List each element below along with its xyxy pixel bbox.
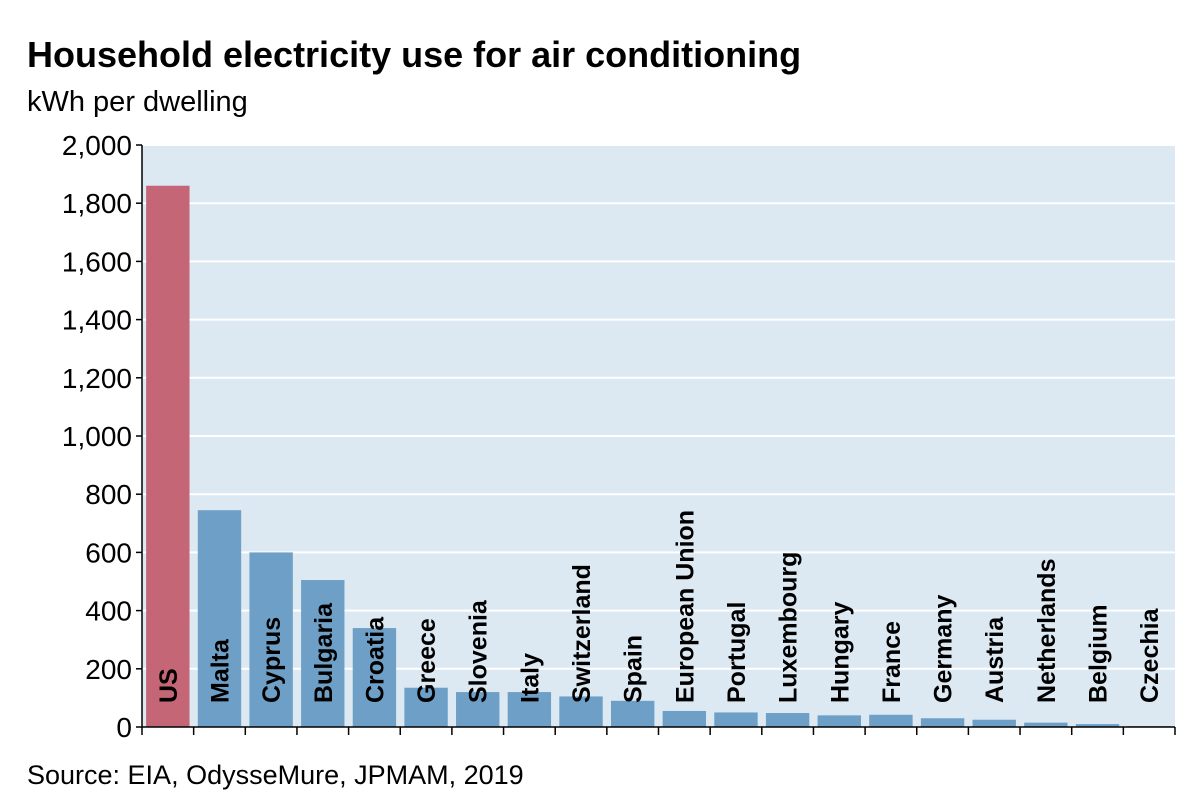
bar-cyprus [249,552,293,727]
category-label: Greece [413,618,441,703]
bar-austria [972,719,1016,727]
category-label: Bulgaria [310,602,338,703]
bar-european-union [662,710,707,727]
bar-belgium [1075,724,1120,727]
y-tick-label: 1,800 [62,188,132,219]
y-tick-label: 800 [85,479,132,510]
bar-switzerland [559,696,603,727]
y-tick-label: 1,000 [62,421,132,452]
bar-malta [197,510,242,727]
category-label: Austria [981,616,1009,703]
bar-croatia [352,628,397,727]
chart-subtitle: kWh per dwelling [27,86,248,118]
category-label: US [155,668,183,703]
y-tick-label: 2,000 [62,130,132,161]
chart-title: Household electricity use for air condit… [27,34,802,75]
y-tick-label: 1,600 [62,246,132,277]
bar-netherlands [1024,722,1068,727]
category-label: Hungary [826,602,854,704]
category-label: Netherlands [1033,559,1061,703]
y-tick-label: 600 [85,537,132,568]
category-label: France [878,621,906,703]
category-label: Czechia [1136,607,1164,703]
category-labels: US Malta Cyprus Bulgaria Croatia Greece Sloven… [155,510,1164,703]
bar-italy [507,692,552,727]
category-label: Germany [930,595,958,703]
y-tick-label: 200 [85,654,132,685]
y-tick-label: 0 [116,712,132,743]
category-label: Spain [620,635,648,703]
bar-bulgaria [301,580,345,727]
category-label: Slovenia [465,599,493,703]
y-tick-label: 400 [85,596,132,627]
bar-portugal [714,712,758,727]
bar-spain [610,700,655,727]
source-note: Source: EIA, OdysseMure, JPMAM, 2019 [27,760,524,790]
category-label: Luxembourg [775,552,803,703]
category-label: Croatia [361,616,389,703]
bar-luxembourg [765,713,810,727]
category-label: Belgium [1085,604,1113,703]
category-label: Portugal [723,602,751,703]
bar-us [146,185,190,728]
y-axis: 0 200 400 600 800 1,000 1,200 1,400 1,600 1,800 2,… [62,130,143,743]
category-label: Malta [206,638,234,703]
bar-slovenia [456,692,500,727]
x-axis [141,726,1176,735]
y-tick-label: 1,200 [62,363,132,394]
category-label: European Union [671,510,699,703]
category-label: Cyprus [258,617,286,703]
y-tick-label: 1,400 [62,305,132,336]
bars [146,185,1171,728]
bar-greece [404,687,448,727]
bar-hungary [817,715,861,727]
bar-france [869,714,913,727]
bar-germany [920,718,965,727]
category-label: Italy [516,653,544,703]
category-label: Switzerland [568,564,596,703]
